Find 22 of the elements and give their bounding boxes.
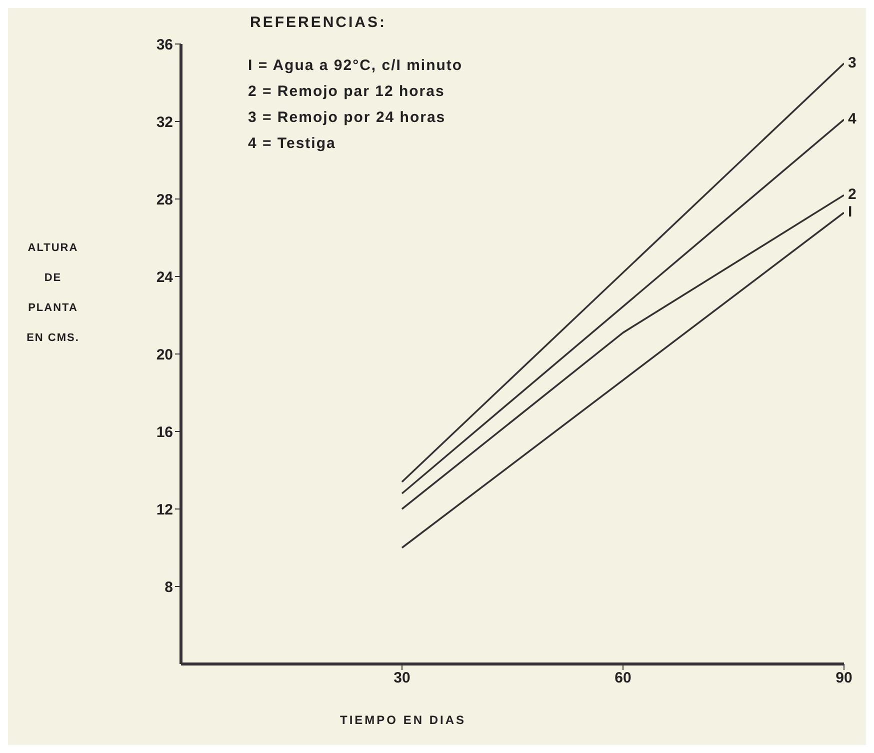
y-tick-label: 24: [156, 268, 174, 286]
x-tick-label: 60: [614, 670, 632, 687]
series-label: 2: [848, 186, 856, 204]
legend-title: REFERENCIAS:: [250, 14, 387, 31]
text: ALTURA DE PLANTA EN CMS.: [26, 242, 80, 344]
x-axis-title: TIEMPO EN DIAS: [338, 713, 467, 727]
y-tick-label: 20: [156, 346, 173, 364]
annotation: 3 = Remojo por 24 horas: [248, 108, 447, 128]
x-tick-label: 30: [394, 670, 410, 687]
y-tick-label: 12: [156, 501, 173, 518]
y-tick-label: 36: [156, 36, 173, 54]
series-label: I: [848, 204, 852, 221]
annotation: 2 = Remojo par 12 horas: [248, 82, 446, 102]
y-tick-label: 28: [156, 191, 173, 208]
annotation: I = Agua a 92°C, c/I minuto: [248, 56, 463, 76]
y-tick-label: 32: [156, 114, 173, 131]
series-label: 3: [848, 54, 856, 72]
series-label: 4: [848, 110, 857, 128]
y-tick-label: 16: [156, 424, 173, 441]
x-tick-label: 90: [836, 670, 852, 687]
y-tick-label: 8: [164, 578, 173, 596]
annotation: 4 = Testiga: [248, 134, 337, 154]
